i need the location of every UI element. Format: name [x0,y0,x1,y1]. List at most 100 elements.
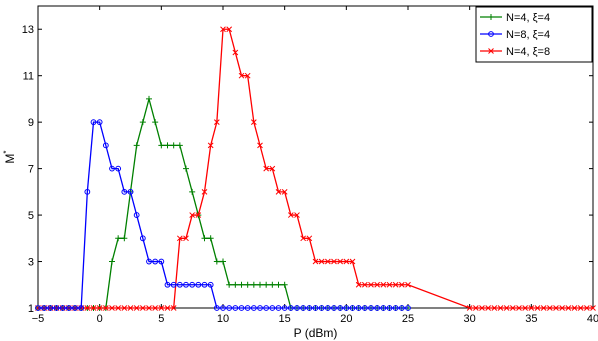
data-point-series-1 [152,119,159,126]
data-point-series-3 [380,281,387,288]
data-point-series-1 [263,281,270,288]
data-point-series-3 [503,305,510,311]
data-point-series-3 [337,258,344,265]
data-point-series-3 [479,305,485,311]
data-point-series-2 [207,281,214,288]
data-point-series-2 [90,119,97,126]
y-axis-label-main: M [3,154,17,164]
y-axis-label-superscript: * [2,150,11,153]
data-point-series-2 [121,188,128,195]
data-point-series-2 [380,305,387,311]
data-point-series-2 [281,305,288,311]
data-point-series-2 [47,305,54,311]
data-point-series-2 [115,165,122,172]
data-point-series-3 [146,305,152,311]
data-point-series-3 [318,258,325,265]
data-point-series-3 [195,212,202,218]
data-point-series-2 [355,305,362,311]
series-layer [35,26,596,311]
data-point-series-3 [546,305,553,311]
y-tick-label: 1 [28,303,34,315]
data-point-series-3 [232,49,239,56]
data-point-series-1 [109,258,115,265]
x-tick-label: 15 [279,313,291,325]
x-tick-label: 10 [217,313,229,325]
x-tick-label: 20 [340,313,352,325]
y-axis-label-group: M* [2,150,17,163]
data-point-series-1 [183,165,189,172]
y-tick-label: 7 [28,164,34,176]
data-point-series-1 [133,142,140,149]
data-point-series-2 [53,305,60,311]
data-point-series-2 [263,305,270,311]
data-point-series-2 [41,305,48,311]
data-point-series-2 [78,305,85,311]
data-point-series-3 [90,305,97,311]
data-point-series-3 [565,305,572,311]
data-point-series-3 [571,305,578,311]
data-point-series-1 [232,281,239,288]
data-point-series-2 [220,305,226,311]
x-tick-label: 25 [402,313,414,325]
data-point-series-1 [238,281,245,288]
data-point-series-2 [300,305,307,311]
data-point-series-3 [127,305,134,311]
data-point-series-3 [553,305,559,311]
data-point-series-3 [386,281,393,288]
data-point-series-1 [250,281,257,288]
data-point-series-2 [361,305,368,311]
data-point-series-2 [398,305,405,311]
data-point-series-2 [170,281,177,288]
data-point-series-3 [343,258,350,265]
data-point-series-3 [522,305,529,311]
data-point-series-2 [275,305,282,311]
data-point-series-3 [170,305,177,311]
data-point-series-1 [213,258,220,265]
data-point-series-2 [306,305,313,311]
data-point-series-2 [331,305,337,311]
data-point-series-1 [170,142,177,149]
legend-entry: N=4, ξ=8 [480,46,550,58]
data-point-series-3 [263,165,270,172]
x-axis-label: P (dBm) [294,326,338,340]
data-point-series-2 [201,281,208,288]
data-point-series-2 [287,305,294,311]
data-point-series-2 [59,305,66,311]
data-point-series-1 [189,188,196,195]
data-point-series-2 [127,188,134,195]
y-tick-label: 3 [28,257,34,269]
series-line-3 [38,28,593,309]
data-point-series-3 [497,305,504,311]
data-point-series-3 [485,305,492,311]
data-point-series-1 [121,235,128,242]
data-point-series-2 [312,305,319,311]
data-point-series-3 [201,188,208,195]
data-point-series-3 [294,212,300,218]
data-point-series-1 [164,142,171,149]
data-point-series-3 [238,72,245,79]
data-point-series-2 [386,305,393,311]
data-point-series-3 [398,281,405,288]
data-point-series-3 [300,235,307,242]
data-point-series-3 [176,235,183,242]
data-point-series-3 [109,305,115,311]
series-3 [35,26,596,311]
data-point-series-1 [269,281,276,288]
data-point-series-3 [583,305,590,311]
data-point-series-3 [226,26,233,33]
data-point-series-3 [102,305,109,311]
data-point-series-2 [72,305,78,311]
data-point-series-3 [392,281,399,288]
data-point-series-2 [337,305,344,311]
data-point-series-3 [528,305,535,311]
data-point-series-2 [158,258,165,265]
data-point-series-3 [133,305,140,311]
x-tick-label: 35 [525,313,537,325]
x-tick-label: −5 [32,313,45,325]
series-2 [35,119,411,311]
data-point-series-3 [368,281,374,288]
series-line-2 [38,121,408,309]
data-point-series-3 [96,305,103,311]
x-tick-label: 5 [158,313,164,325]
data-point-series-2 [102,142,109,149]
